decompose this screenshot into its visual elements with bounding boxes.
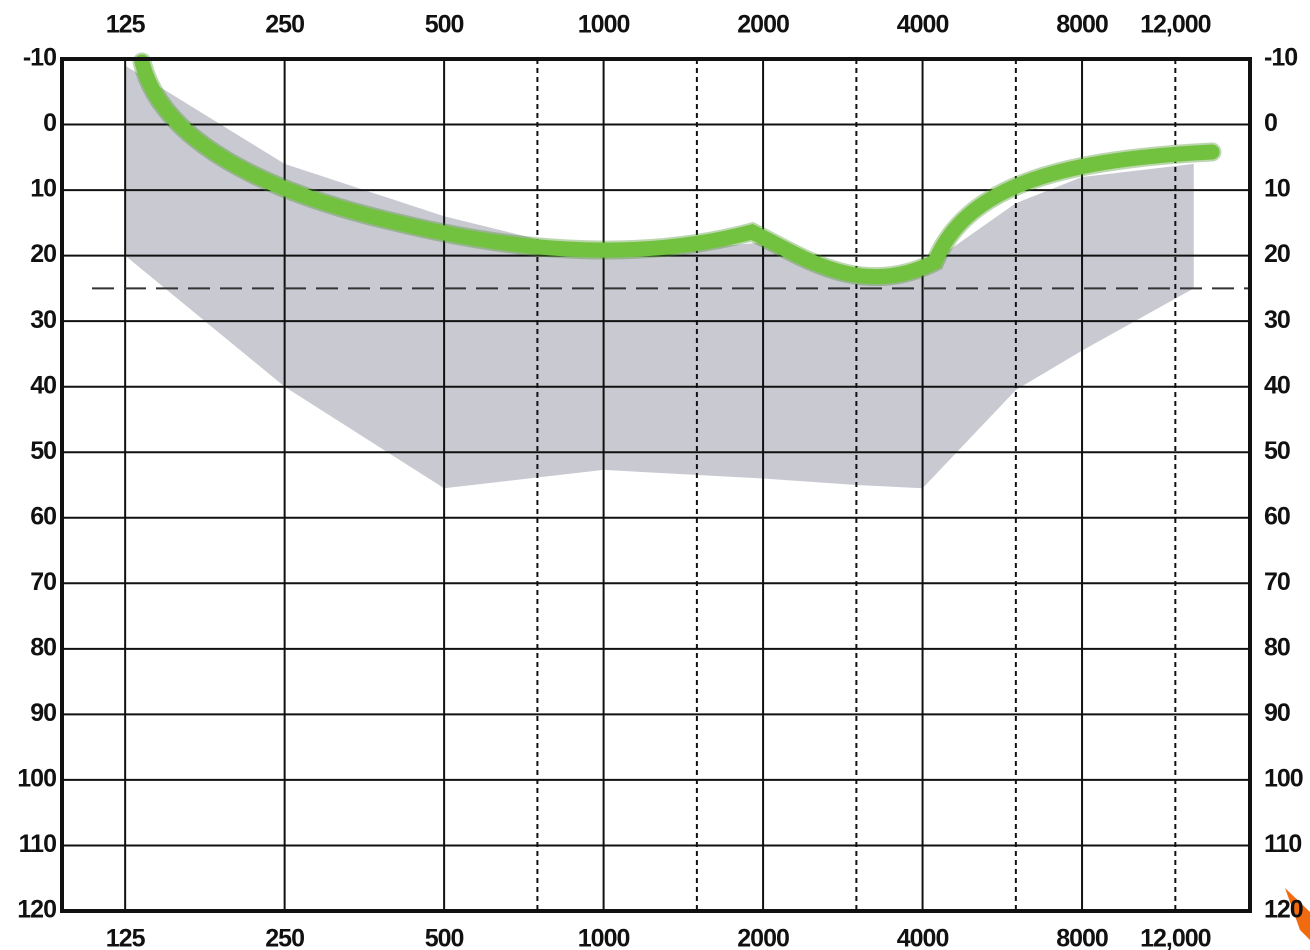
- x-tick-label: 4000: [897, 11, 949, 39]
- y-tick-label: 30: [30, 306, 56, 334]
- y-tick-label: 110: [1264, 830, 1301, 858]
- y-tick-label: 90: [30, 699, 56, 727]
- y-tick-label: 60: [1264, 502, 1290, 530]
- y-tick-label: 120: [17, 896, 56, 924]
- y-tick-label: 10: [30, 175, 56, 203]
- y-tick-label: 40: [1264, 371, 1290, 399]
- x-tick-label: 125: [106, 925, 146, 950]
- x-tick-label: 4000: [897, 925, 949, 950]
- x-tick-label: 250: [265, 925, 304, 950]
- x-tick-label: 125: [106, 11, 146, 39]
- y-tick-label: 80: [1264, 633, 1290, 661]
- y-tick-label: 90: [1264, 699, 1290, 727]
- y-tick-label: 110: [19, 830, 56, 858]
- x-tick-label: 12,000: [1140, 11, 1211, 39]
- x-tick-label: 500: [425, 925, 464, 950]
- y-tick-label: 100: [17, 765, 56, 793]
- y-tick-label: -10: [1264, 44, 1297, 72]
- chart: -10 -10 0 0 10 10 20 20 30 30 40 40 50 50 60 60 70 70 80 80…: [0, 0, 1310, 950]
- y-tick-label: 50: [1264, 437, 1290, 465]
- x-tick-label: 8000: [1056, 925, 1108, 950]
- x-tick-label: 2000: [737, 11, 789, 39]
- y-tick-label: 120: [1264, 896, 1303, 924]
- y-tick-label: 70: [30, 568, 56, 596]
- y-tick-label: -10: [23, 44, 56, 72]
- y-tick-label: 100: [1264, 765, 1303, 793]
- x-tick-label: 1000: [578, 11, 630, 39]
- y-tick-label: 30: [1264, 306, 1290, 334]
- x-tick-label: 500: [425, 11, 464, 39]
- y-tick-label: 50: [30, 437, 56, 465]
- y-tick-label: 20: [30, 240, 56, 268]
- y-tick-label: 20: [1264, 240, 1290, 268]
- y-tick-label: 0: [43, 109, 56, 137]
- x-tick-label: 8000: [1056, 11, 1108, 39]
- x-tick-label: 2000: [737, 925, 789, 950]
- y-tick-label: 40: [30, 371, 56, 399]
- y-tick-label: 0: [1264, 109, 1277, 137]
- y-tick-label: 10: [1264, 175, 1290, 203]
- y-tick-label: 70: [1264, 568, 1290, 596]
- x-tick-label: 1000: [578, 925, 630, 950]
- y-tick-label: 80: [30, 633, 56, 661]
- x-tick-label: 12,000: [1140, 925, 1211, 950]
- y-tick-label: 60: [30, 502, 56, 530]
- x-tick-label: 250: [265, 11, 304, 39]
